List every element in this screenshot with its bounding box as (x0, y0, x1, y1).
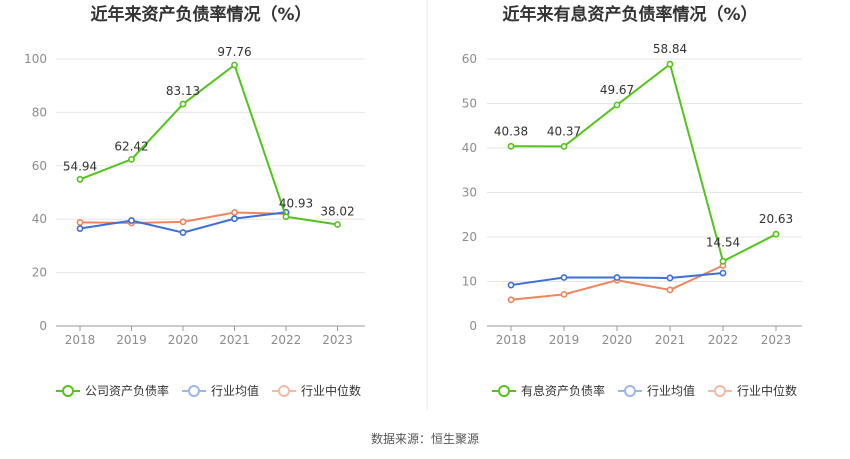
x-tick-label: 2021 (655, 333, 686, 347)
data-source-note: 数据来源：恒生聚源 (371, 431, 479, 446)
company-rate-point (560, 142, 568, 150)
data-label: 49.67 (600, 83, 634, 97)
legend-marker-icon (624, 385, 636, 397)
x-tick-label: 2018 (65, 333, 96, 347)
industry-median-point (560, 291, 568, 298)
y-tick-label: 20 (462, 230, 477, 244)
y-tick-label: 40 (462, 141, 477, 155)
data-label: 38.02 (320, 204, 354, 218)
legend-marker-icon (498, 385, 510, 397)
data-label: 14.54 (706, 235, 740, 249)
legend-label: 公司资产负债率 (85, 383, 169, 398)
x-tick-label: 2023 (761, 333, 792, 347)
legend-label: 行业均值 (647, 383, 695, 398)
legend-marker-icon (188, 385, 200, 397)
company-rate-point (282, 213, 290, 221)
legend-item-industry-median[interactable]: 行业中位数 (708, 383, 797, 398)
company-rate-point (719, 257, 727, 265)
company-rate-line (510, 62, 777, 263)
x-tick-label: 2021 (219, 333, 250, 347)
industry-mean-point (231, 215, 238, 223)
legend-marker-icon (62, 385, 74, 397)
chart-title: 近年来有息资产负债率情况（%） (502, 4, 757, 25)
y-tick-label: 10 (462, 275, 477, 289)
legend-item-company-rate[interactable]: 公司资产负债率 (56, 383, 169, 398)
legend-label: 行业中位数 (737, 383, 797, 398)
legend-item-industry-median[interactable]: 行业中位数 (272, 383, 361, 398)
legend-label: 行业均值 (211, 383, 259, 398)
x-tick-label: 2019 (116, 333, 147, 347)
industry-mean-point (179, 229, 187, 236)
y-tick-label: 0 (469, 319, 477, 333)
y-tick-label: 30 (462, 186, 477, 200)
y-tick-label: 60 (32, 159, 47, 173)
data-label: 40.38 (494, 124, 528, 138)
x-tick-label: 2020 (168, 333, 199, 347)
industry-mean-point (507, 281, 515, 289)
y-tick-label: 20 (32, 266, 47, 280)
company-rate-point (179, 100, 187, 108)
industry-median-point (666, 286, 674, 294)
company-rate-point (128, 155, 135, 163)
y-tick-label: 0 (39, 319, 47, 333)
x-tick-label: 2022 (708, 333, 739, 347)
legend-label: 有息资产负债率 (521, 383, 605, 398)
data-label: 54.94 (63, 159, 97, 173)
company-rate-point (772, 230, 780, 238)
data-label: 40.93 (279, 197, 313, 211)
company-rate-line (79, 63, 338, 226)
legend-marker-icon (714, 385, 726, 397)
y-tick-label: 40 (32, 212, 47, 226)
industry-mean-point (76, 225, 84, 232)
industry-mean-point (128, 217, 135, 224)
legend-marker-icon (278, 385, 290, 397)
x-tick-label: 2018 (496, 333, 527, 347)
x-tick-label: 2020 (602, 333, 633, 347)
company-rate-point (613, 101, 621, 109)
data-label: 40.37 (547, 124, 581, 138)
data-label: 97.76 (217, 45, 251, 59)
x-tick-label: 2019 (549, 333, 580, 347)
x-tick-label: 2022 (271, 333, 302, 347)
legend-item-company-rate[interactable]: 有息资产负债率 (492, 383, 605, 398)
company-rate-point (334, 221, 341, 228)
industry-mean-point (613, 274, 621, 281)
chart-panel-1: 近年来资产负债率情况（%） 0 20 40 60 80 100 2018 2019 2020 202… (24, 4, 365, 398)
y-tick-label: 60 (462, 52, 477, 66)
company-rate-point (666, 60, 674, 68)
legend-label: 行业中位数 (301, 383, 361, 398)
company-rate-point (76, 175, 84, 183)
x-tick-label: 2023 (322, 333, 353, 347)
industry-median-point (507, 296, 515, 304)
data-label: 62.42 (114, 139, 148, 153)
industry-median-point (76, 219, 84, 226)
company-rate-point (507, 142, 515, 150)
industry-median-point (179, 218, 187, 226)
chart-title: 近年来资产负债率情况（%） (90, 4, 311, 25)
chart-panel-2: 近年来有息资产负债率情况（%） 0 10 20 30 40 50 60 2018 2019 2020… (462, 4, 802, 398)
data-label: 58.84 (653, 42, 687, 56)
data-label: 83.13 (166, 84, 200, 98)
legend-item-industry-mean[interactable]: 行业均值 (182, 383, 259, 398)
y-tick-label: 50 (462, 97, 477, 111)
y-tick-label: 80 (32, 105, 47, 119)
legend-item-industry-mean[interactable]: 行业均值 (618, 383, 695, 398)
industry-mean-point (666, 274, 674, 282)
y-tick-label: 100 (24, 52, 47, 66)
company-rate-point (231, 61, 238, 69)
industry-mean-point (560, 274, 568, 281)
industry-median-point (231, 209, 238, 216)
data-label: 20.63 (759, 212, 793, 226)
industry-mean-point (719, 269, 727, 277)
